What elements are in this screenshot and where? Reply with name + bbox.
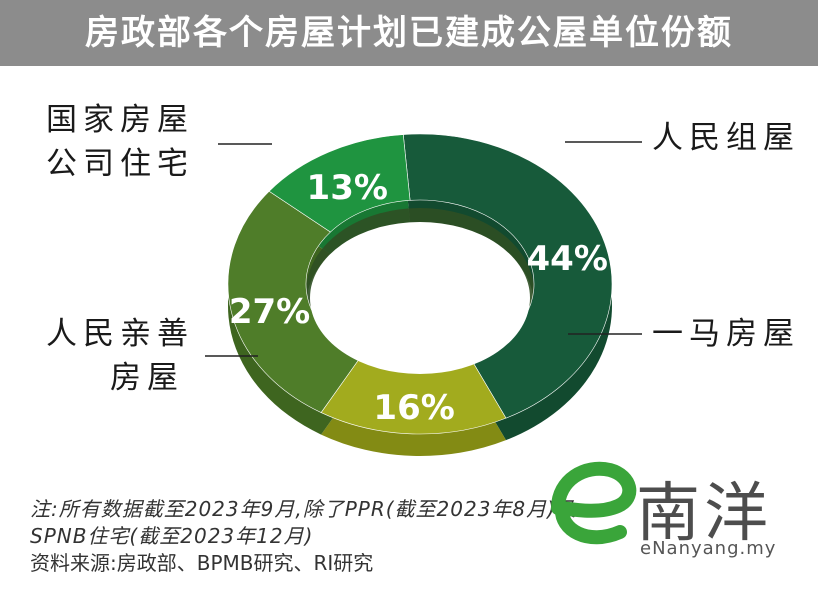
notes: 注:所有数据截至2023年9月,除了PPR(截至2023年8月)及 SPNB住宅… bbox=[30, 496, 577, 577]
label-spnb-line2: 公司住宅 bbox=[46, 142, 194, 186]
enanyang-logo-icon bbox=[540, 450, 650, 550]
logo-url: eNanyang.my bbox=[640, 538, 776, 559]
source-line: 资料来源:房政部、BPMB研究、RI研究 bbox=[30, 550, 577, 577]
label-pr1ma-line1: 人民亲善 bbox=[46, 312, 194, 356]
chart-title: 房政部各个房屋计划已建成公屋单位份额 bbox=[0, 0, 818, 66]
label-rumah-1m: 一马房屋 bbox=[652, 312, 800, 356]
note-line1: 注:所有数据截至2023年9月,除了PPR(截至2023年8月)及 bbox=[30, 496, 577, 523]
label-pr1ma-line2: 房屋 bbox=[110, 356, 184, 400]
slice-value-label-2: 27% bbox=[229, 292, 310, 332]
slice-value-label-3: 13% bbox=[307, 168, 388, 208]
label-spnb-line1: 国家房屋 bbox=[46, 98, 194, 142]
donut-hole bbox=[310, 222, 530, 374]
note-line2: SPNB住宅(截至2023年12月) bbox=[30, 523, 577, 550]
label-rumah-rakyat: 人民组屋 bbox=[652, 116, 800, 160]
slice-value-label-1: 16% bbox=[373, 388, 454, 428]
slice-value-label-0: 44% bbox=[527, 239, 608, 279]
